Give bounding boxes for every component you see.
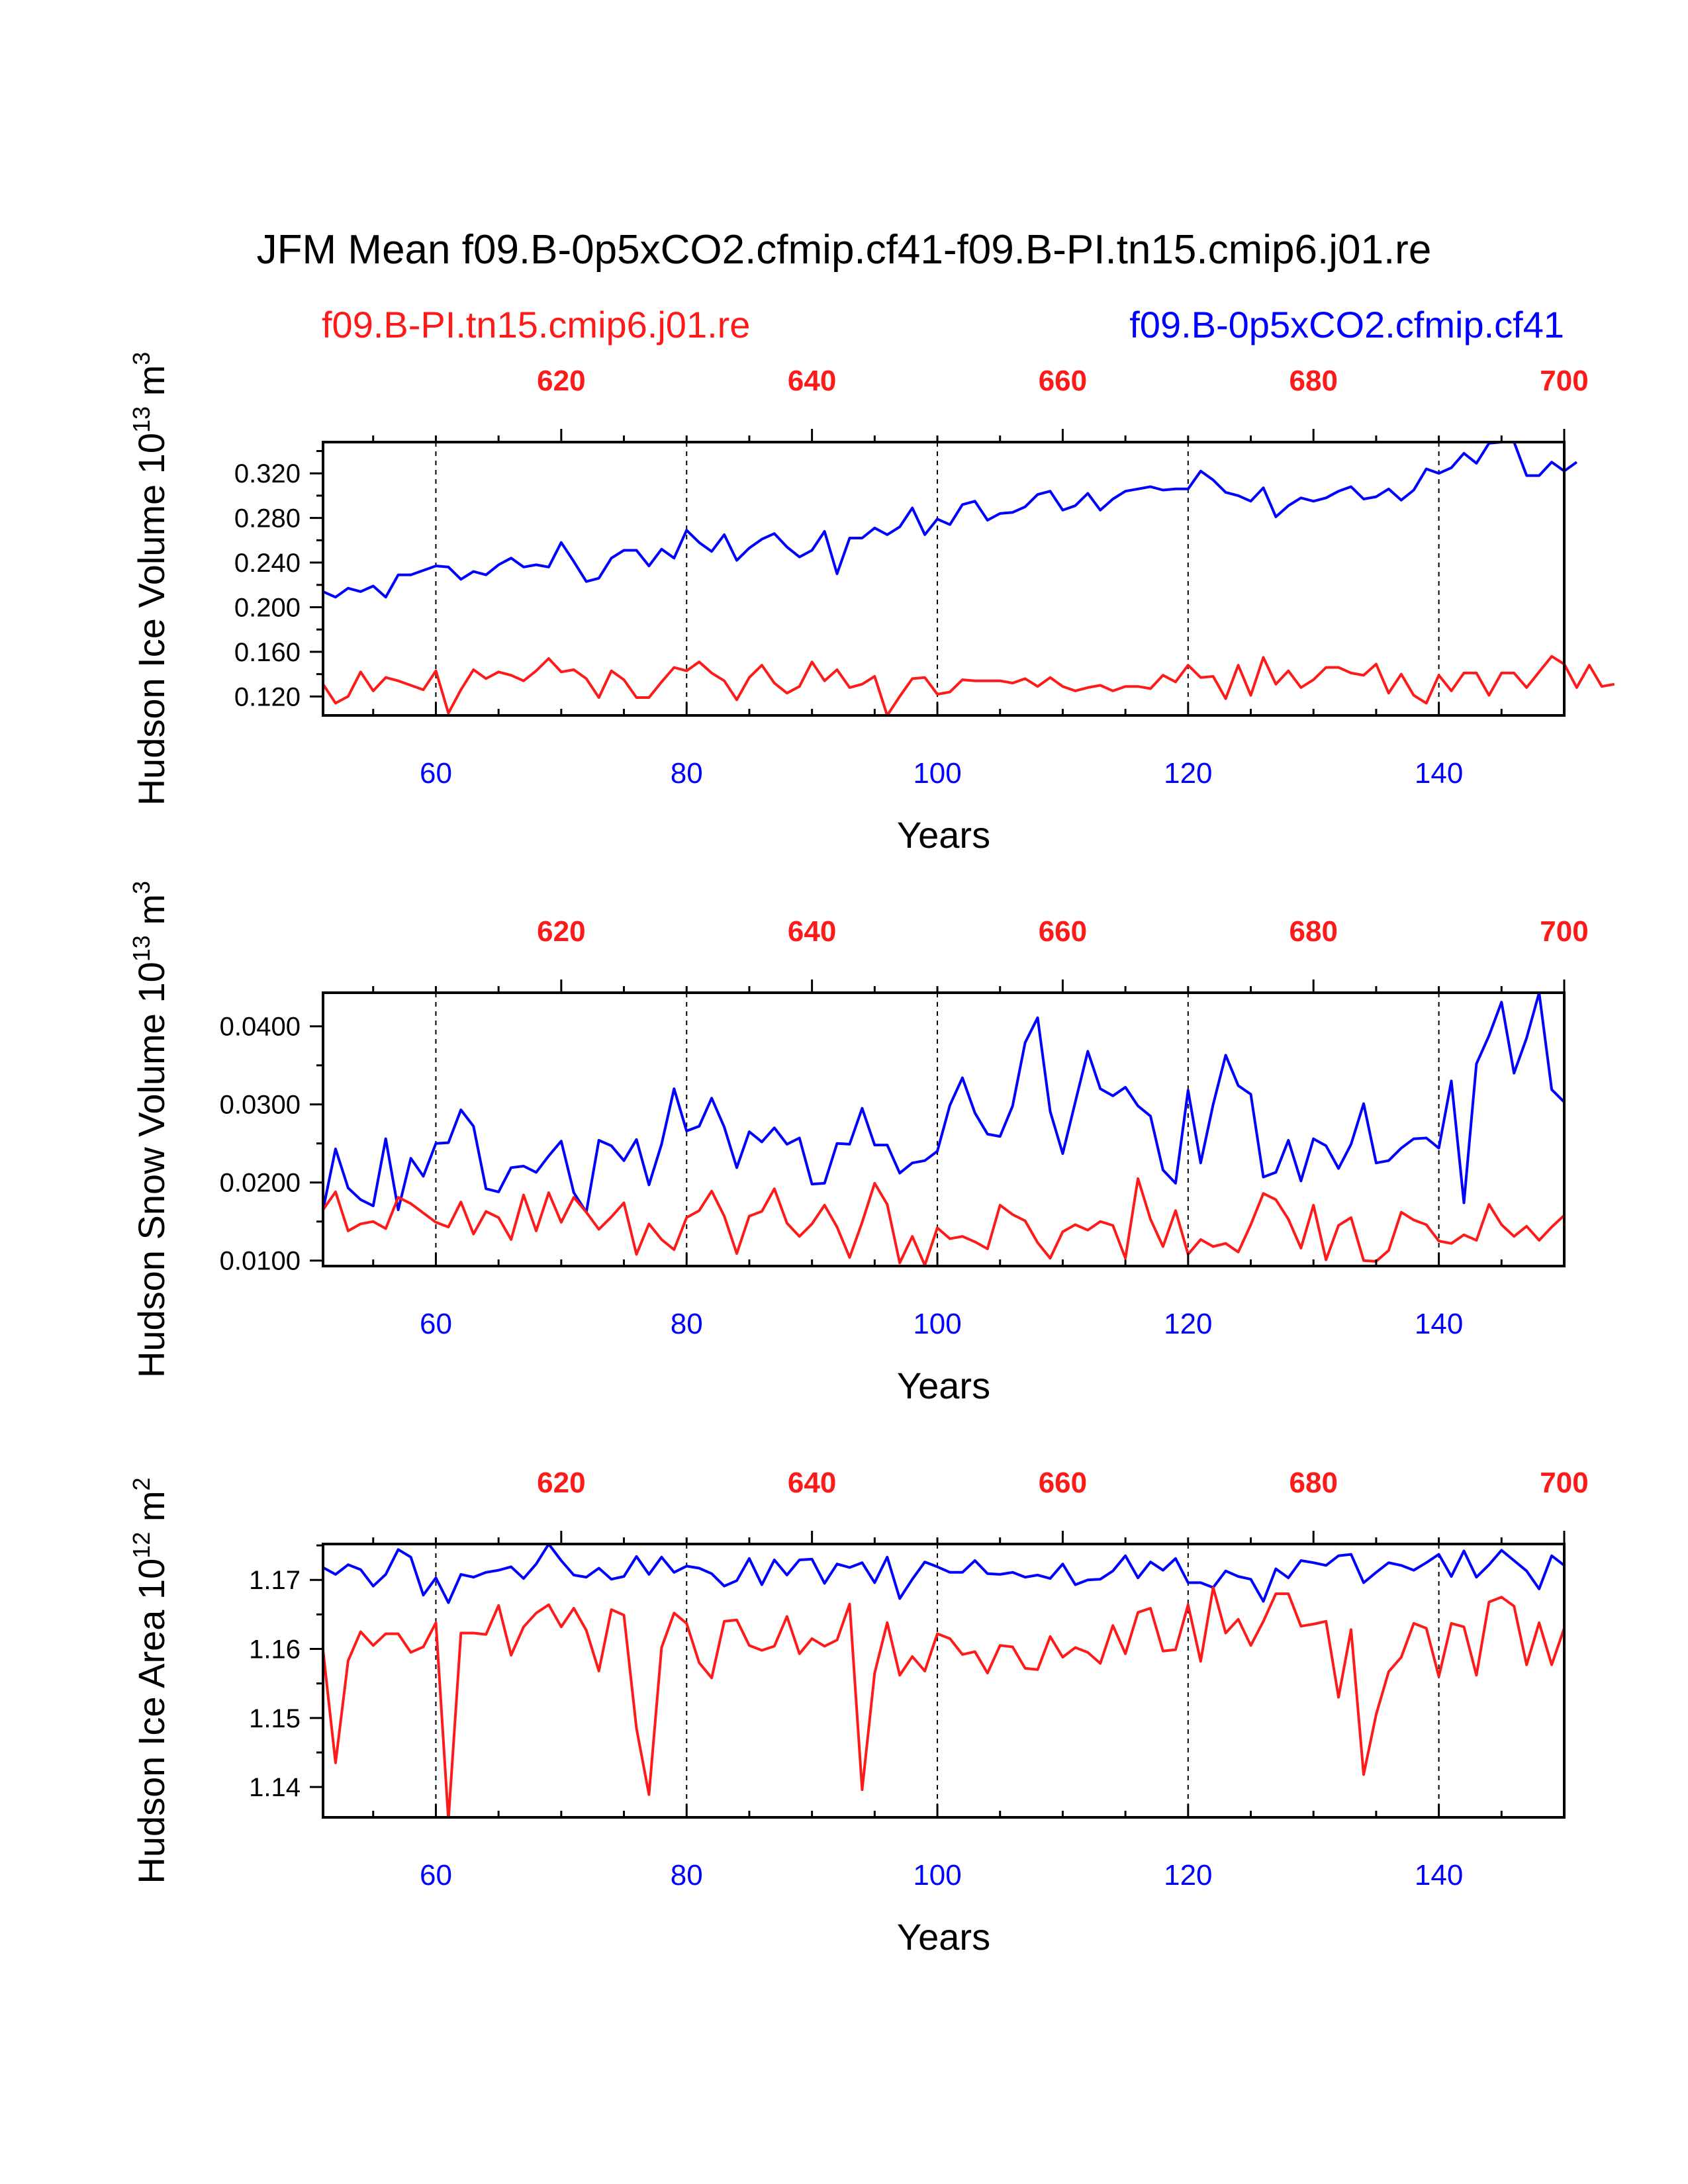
clip-mask-bottom <box>303 1267 1584 1283</box>
y-tick-label: 0.280 <box>234 504 301 533</box>
y-tick-label: 1.14 <box>249 1773 301 1802</box>
x-tick-label: 100 <box>913 1859 961 1891</box>
top-x-tick-label: 680 <box>1289 365 1338 397</box>
y-axis-label: Hudson Snow Volume 1013 m3 <box>128 881 172 1378</box>
x-axis-label: Years <box>897 814 990 856</box>
y-axis-label-part: 13 <box>128 406 155 433</box>
y-tick-label: 0.0200 <box>220 1169 301 1198</box>
y-axis-label-part: 3 <box>128 352 155 365</box>
legend-label-left: f09.B-PI.tn15.cmip6.j01.re <box>322 304 750 345</box>
top-x-tick-label: 700 <box>1540 1467 1588 1499</box>
series-line-red <box>322 1177 1566 1267</box>
y-axis-label-part: Hudson Ice Volume 10 <box>130 433 172 805</box>
x-tick-label: 100 <box>913 1308 961 1340</box>
top-x-tick-label: 660 <box>1039 915 1087 948</box>
y-axis-label-part: m <box>130 1490 172 1531</box>
x-tick-label: 120 <box>1164 1308 1212 1340</box>
x-axis-label: Years <box>897 1916 990 1958</box>
y-tick-label: 0.0100 <box>220 1247 301 1276</box>
y-tick-label: 1.16 <box>249 1635 301 1664</box>
top-x-tick-label: 680 <box>1289 915 1338 948</box>
y-tick-label: 0.320 <box>234 459 301 488</box>
top-x-tick-label: 640 <box>788 915 836 948</box>
y-axis-label: Hudson Ice Area 1012 m2 <box>128 1477 172 1884</box>
y-axis-label-part: m <box>130 365 172 406</box>
panels-container: 60 80 100 120 140 620 640 660 680 700 0.120 0.160 0.… <box>128 352 1615 1958</box>
plot-frame <box>322 441 1566 717</box>
x-tick-label: 60 <box>420 1859 452 1891</box>
top-x-tick-label: 620 <box>537 1467 585 1499</box>
plot-frame <box>322 1543 1566 1819</box>
panel-1: 60 80 100 120 140 620 640 660 680 700 0.120 0.160 0.… <box>128 352 1615 856</box>
y-axis-label-part: Hudson Snow Volume 10 <box>130 962 172 1378</box>
y-axis-label-part: Hudson Ice Area 10 <box>130 1559 172 1884</box>
x-tick-label: 80 <box>671 757 703 790</box>
y-axis-label-part: 3 <box>128 881 155 894</box>
x-tick-label: 120 <box>1164 1859 1212 1891</box>
x-tick-label: 80 <box>671 1308 703 1340</box>
legend-label-right: f09.B-0p5xCO2.cfmip.cf41 <box>1129 304 1564 345</box>
top-x-tick-label: 620 <box>537 915 585 948</box>
top-x-tick-label: 700 <box>1540 365 1588 397</box>
panel-3: 60 80 100 120 140 620 640 660 680 700 1.14 1.15 1.16… <box>128 1467 1589 1958</box>
y-axis-label-part: m <box>130 894 172 935</box>
x-tick-label: 100 <box>913 757 961 790</box>
clip-mask-top <box>303 1504 1584 1543</box>
series-line-blue <box>322 991 1566 1214</box>
y-tick-label: 0.0300 <box>220 1091 301 1120</box>
x-tick-label: 80 <box>671 1859 703 1891</box>
y-axis-label: Hudson Ice Volume 1013 m3 <box>128 352 172 806</box>
x-tick-label: 120 <box>1164 757 1212 790</box>
top-x-tick-label: 620 <box>537 365 585 397</box>
y-tick-label: 0.0400 <box>220 1013 301 1042</box>
top-x-tick-label: 680 <box>1289 1467 1338 1499</box>
clip-mask-bottom <box>303 1819 1584 1835</box>
x-tick-label: 140 <box>1415 757 1463 790</box>
x-tick-label: 60 <box>420 1308 452 1340</box>
x-tick-label: 140 <box>1415 1308 1463 1340</box>
y-axis-label-part: 12 <box>128 1532 155 1559</box>
series-line-red <box>322 655 1615 717</box>
y-tick-label: 1.15 <box>249 1704 301 1733</box>
y-tick-label: 1.17 <box>249 1566 301 1595</box>
series-line-red <box>322 1586 1566 1822</box>
clip-mask-top <box>303 953 1584 991</box>
y-tick-label: 0.160 <box>234 638 301 667</box>
clip-mask-bottom <box>303 717 1584 733</box>
panel-2: 60 80 100 120 140 620 640 660 680 700 0.0100 0.0200… <box>128 881 1589 1406</box>
top-x-tick-label: 640 <box>788 365 836 397</box>
clip-mask-top <box>303 402 1584 441</box>
x-tick-label: 60 <box>420 757 452 790</box>
y-axis-label-part: 2 <box>128 1477 155 1490</box>
series-line-blue <box>322 441 1578 599</box>
top-x-tick-label: 660 <box>1039 1467 1087 1499</box>
y-tick-label: 0.200 <box>234 593 301 622</box>
x-tick-label: 140 <box>1415 1859 1463 1891</box>
y-tick-label: 0.240 <box>234 549 301 578</box>
top-x-tick-label: 640 <box>788 1467 836 1499</box>
y-axis-label-part: 13 <box>128 935 155 962</box>
top-x-tick-label: 660 <box>1039 365 1087 397</box>
top-x-tick-label: 700 <box>1540 915 1588 948</box>
series-line-blue <box>322 1543 1566 1604</box>
chart-title: JFM Mean f09.B-0p5xCO2.cfmip.cf41-f09.B-… <box>257 227 1432 273</box>
y-tick-label: 0.120 <box>234 682 301 711</box>
x-axis-label: Years <box>897 1365 990 1406</box>
plot-frame <box>322 991 1566 1267</box>
